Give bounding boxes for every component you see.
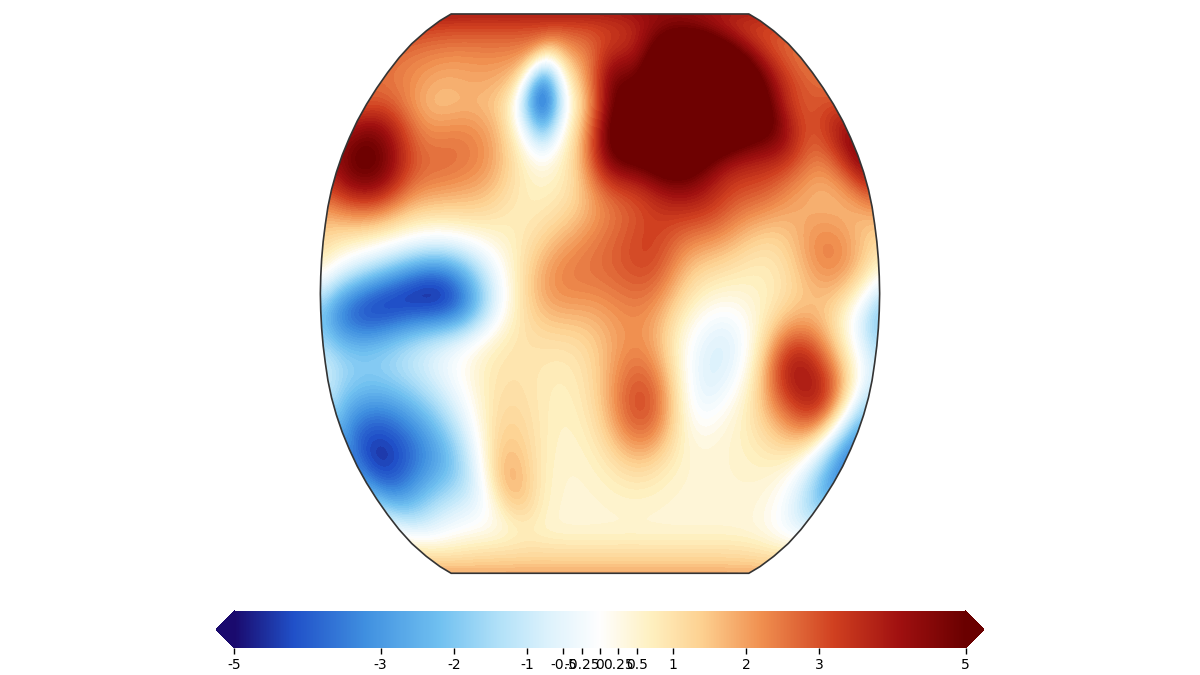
Point: [590, 288, 610, 299]
Point: [590, 288, 610, 299]
Point: [590, 288, 610, 299]
Point: [590, 288, 610, 299]
Point: [590, 288, 610, 299]
Point: [590, 288, 610, 299]
Point: [590, 288, 610, 299]
Point: [590, 288, 610, 299]
Point: [590, 288, 610, 299]
Point: [590, 288, 610, 299]
Point: [590, 288, 610, 299]
Point: [590, 288, 610, 299]
Point: [590, 288, 610, 299]
Point: [590, 288, 610, 299]
Point: [590, 288, 610, 299]
Point: [590, 288, 610, 299]
Point: [590, 288, 610, 299]
Point: [590, 288, 610, 299]
Point: [590, 288, 610, 299]
Point: [590, 288, 610, 299]
Point: [590, 288, 610, 299]
Point: [590, 288, 610, 299]
PathPatch shape: [966, 611, 984, 648]
Point: [590, 288, 610, 299]
Point: [590, 288, 610, 299]
Point: [590, 288, 610, 299]
Point: [590, 288, 610, 299]
Point: [590, 288, 610, 299]
Point: [590, 288, 610, 299]
Point: [590, 288, 610, 299]
Point: [590, 288, 610, 299]
Point: [590, 288, 610, 299]
Point: [590, 288, 610, 299]
Point: [590, 288, 610, 299]
Point: [590, 288, 610, 299]
Point: [590, 288, 610, 299]
Point: [590, 288, 610, 299]
Point: [590, 288, 610, 299]
Point: [590, 288, 610, 299]
Point: [590, 288, 610, 299]
Point: [590, 288, 610, 299]
Point: [590, 288, 610, 299]
Point: [590, 288, 610, 299]
Point: [590, 288, 610, 299]
Point: [590, 288, 610, 299]
Point: [590, 288, 610, 299]
Point: [590, 288, 610, 299]
Point: [590, 288, 610, 299]
Point: [590, 288, 610, 299]
Point: [590, 288, 610, 299]
Point: [590, 288, 610, 299]
Point: [590, 288, 610, 299]
Point: [590, 288, 610, 299]
Point: [590, 288, 610, 299]
Point: [590, 288, 610, 299]
Point: [590, 288, 610, 299]
Point: [590, 288, 610, 299]
Point: [590, 288, 610, 299]
Point: [590, 288, 610, 299]
Point: [590, 288, 610, 299]
Point: [590, 288, 610, 299]
Point: [590, 288, 610, 299]
PathPatch shape: [216, 611, 234, 648]
Point: [590, 288, 610, 299]
Point: [590, 288, 610, 299]
Point: [590, 288, 610, 299]
Point: [590, 288, 610, 299]
Point: [590, 288, 610, 299]
Point: [590, 288, 610, 299]
Point: [590, 288, 610, 299]
Point: [590, 288, 610, 299]
Point: [590, 288, 610, 299]
Point: [590, 288, 610, 299]
Point: [590, 288, 610, 299]
Point: [590, 288, 610, 299]
Point: [590, 288, 610, 299]
Point: [590, 288, 610, 299]
Point: [590, 288, 610, 299]
Point: [590, 288, 610, 299]
Point: [590, 288, 610, 299]
Point: [590, 288, 610, 299]
Point: [590, 288, 610, 299]
Point: [590, 288, 610, 299]
Point: [590, 288, 610, 299]
